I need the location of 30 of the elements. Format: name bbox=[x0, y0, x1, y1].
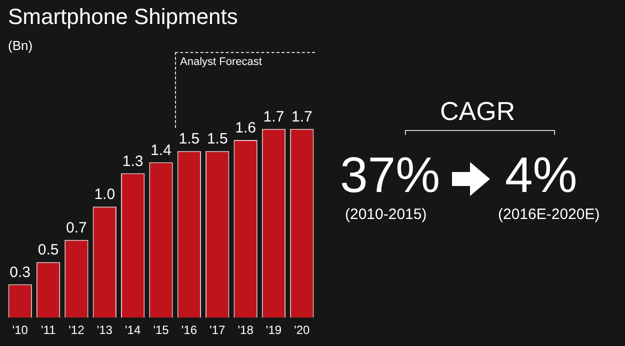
x-tick-label: '11 bbox=[40, 323, 56, 338]
x-tick-label: '16 bbox=[181, 323, 198, 338]
data-label: 1.5 bbox=[206, 130, 228, 148]
chart-title: Smartphone Shipments bbox=[8, 4, 238, 30]
data-label: 1.7 bbox=[291, 108, 312, 126]
chart-subtitle: (Bn) bbox=[8, 38, 33, 53]
data-label: 1.7 bbox=[263, 108, 284, 126]
x-tick-label: '12 bbox=[68, 323, 85, 338]
data-label: 1.6 bbox=[235, 120, 256, 137]
data-label: 1.5 bbox=[178, 130, 200, 148]
data-label: 0.5 bbox=[38, 242, 59, 259]
x-tick-label: '18 bbox=[238, 323, 254, 338]
text: 37% bbox=[340, 146, 440, 204]
data-label: 0.7 bbox=[66, 220, 87, 237]
text: (2010-2015) bbox=[345, 206, 427, 223]
text: CAGR bbox=[440, 96, 516, 127]
text: Analyst Forecast bbox=[180, 56, 262, 68]
x-tick-label: '10 bbox=[12, 323, 28, 338]
data-label: 1.3 bbox=[122, 152, 144, 170]
data-label: 1.4 bbox=[150, 142, 172, 159]
x-tick-label: '14 bbox=[125, 323, 141, 338]
x-tick-label: '13 bbox=[96, 323, 113, 338]
text: (2016E-2020E) bbox=[498, 206, 600, 223]
x-tick-label: '19 bbox=[266, 323, 282, 338]
x-tick-label: '20 bbox=[294, 323, 310, 338]
data-label: 0.3 bbox=[10, 264, 31, 281]
text: 4% bbox=[505, 146, 578, 204]
x-tick-label: '15 bbox=[153, 323, 170, 338]
x-tick-label: '17 bbox=[210, 323, 226, 338]
data-label: 1.0 bbox=[94, 186, 116, 204]
